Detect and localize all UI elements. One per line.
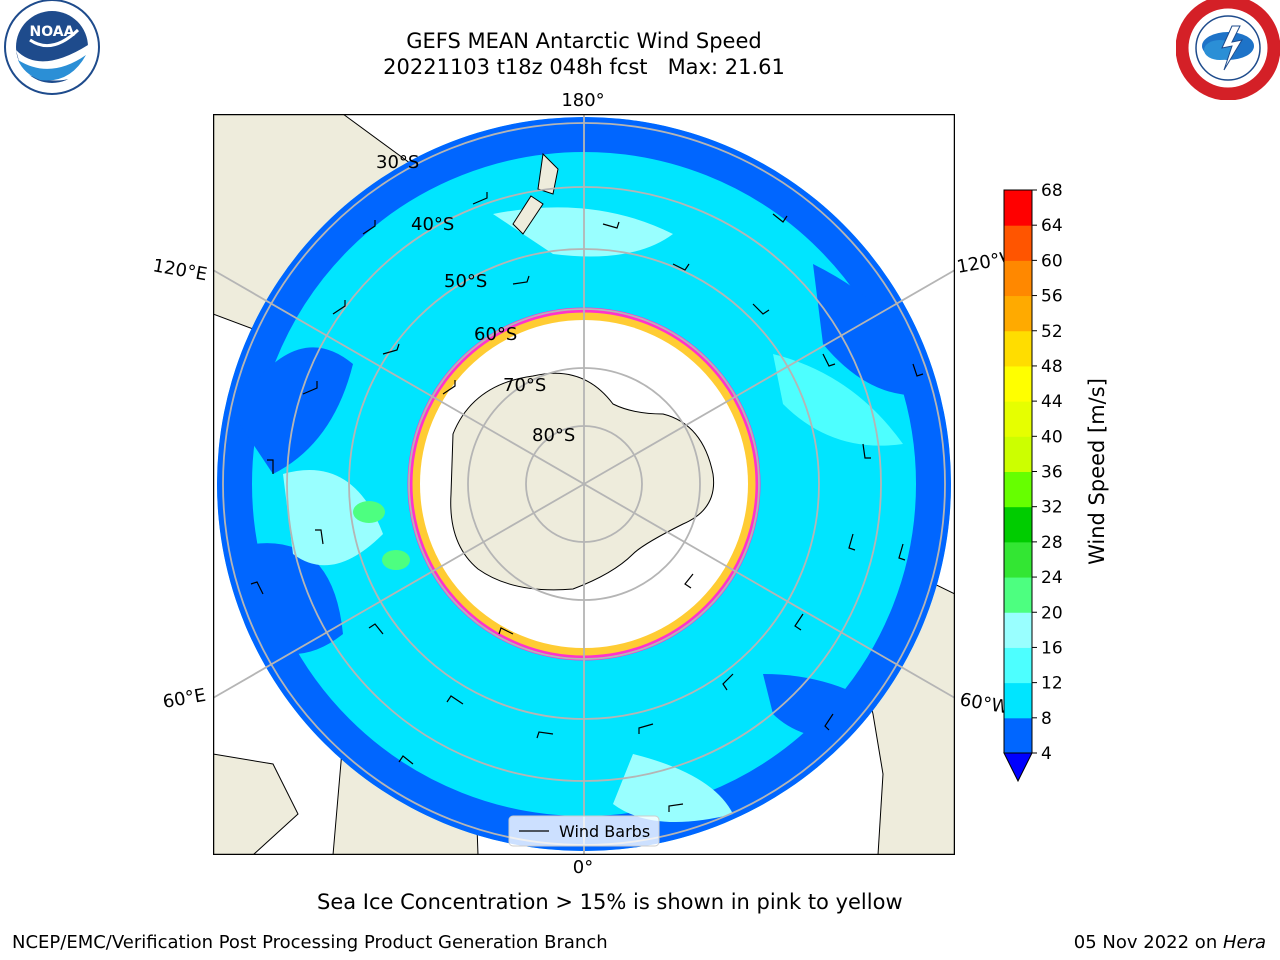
colorbar-label: Wind Speed [m/s]: [1085, 378, 1109, 565]
colorbar-tick-label: 16: [1041, 638, 1063, 658]
colorbar-tick-label: 68: [1041, 181, 1063, 201]
antarctica-land: [450, 372, 715, 591]
colorbar-tick-label: 28: [1041, 533, 1063, 553]
colorbar-bin: [1004, 541, 1032, 578]
lat-label-40s: 40°S: [411, 214, 454, 235]
footer-credit: NCEP/EMC/Verification Post Processing Pr…: [12, 932, 608, 953]
map-subtitle: 20221103 t18z 048h fcst Max: 21.61: [383, 55, 785, 79]
colorbar-bin: [1004, 401, 1032, 437]
lat-label-60s: 60°S: [474, 324, 517, 345]
map-title: GEFS MEAN Antarctic Wind Speed: [406, 29, 762, 53]
legend-label: Wind Barbs: [559, 822, 650, 841]
colorbar-bin: [1004, 260, 1032, 297]
polar-map: Wind Barbs: [212, 113, 956, 856]
lat-label-80s: 80°S: [532, 425, 575, 446]
colorbar-tick-label: 20: [1041, 603, 1063, 623]
colorbar-tick-label: 60: [1041, 251, 1063, 271]
footer-machine: Hera: [1222, 932, 1266, 953]
colorbar-bin: [1004, 225, 1032, 261]
colorbar-bin: [1004, 190, 1032, 226]
colorbar-tick-label: 24: [1041, 568, 1063, 588]
lat-label-50s: 50°S: [444, 271, 487, 292]
colorbar-bin: [1004, 612, 1032, 648]
colorbar-extend-low: [1003, 752, 1033, 783]
sea-ice-caption: Sea Ice Concentration > 15% is shown in …: [317, 890, 903, 914]
colorbar-tick-label: 4: [1041, 744, 1052, 764]
colorbar-tick-label: 48: [1041, 357, 1063, 377]
colorbar-bin: [1004, 577, 1032, 613]
colorbar-tick-label: 64: [1041, 216, 1063, 236]
colorbar-bin: [1004, 506, 1032, 543]
noaa-logo: NOAA: [0, 0, 104, 100]
nws-logo: [1175, 0, 1280, 101]
colorbar-bin: [1004, 365, 1032, 402]
wind-barbs-legend: Wind Barbs: [508, 815, 660, 847]
colorbar-tick-label: 8: [1041, 709, 1052, 729]
new-zealand-land: [512, 152, 559, 235]
lon-label-60e: 60°E: [161, 685, 207, 713]
colorbar-tick-label: 52: [1041, 322, 1063, 342]
footer-date-text: 05 Nov 2022 on: [1073, 932, 1223, 953]
colorbar-tick-label: 36: [1041, 463, 1063, 483]
wind-barbs: [250, 192, 924, 812]
colorbar-tick-label: 12: [1041, 674, 1063, 694]
colorbar-tick-label: 44: [1041, 392, 1063, 412]
colorbar-bin: [1004, 436, 1032, 472]
colorbar-bin: [1004, 647, 1032, 684]
colorbar-tick-label: 32: [1041, 498, 1063, 518]
colorbar-bin: [1004, 471, 1032, 508]
footer-date: 05 Nov 2022 on Hera: [1074, 932, 1266, 953]
lon-label-120e: 120°E: [151, 255, 209, 285]
colorbar-bin: [1004, 717, 1032, 754]
colorbar-bin: [1004, 295, 1032, 332]
lat-label-70s: 70°S: [503, 375, 546, 396]
colorbar-tick-label: 56: [1041, 287, 1063, 307]
lon-label-180: 180°: [561, 90, 604, 111]
africa-land: [213, 753, 299, 855]
lat-label-30s: 30°S: [376, 152, 419, 173]
colorbar: 4 8 12 16 20 24 28 32 36 40 44 48 52 56 60 64 68 Wind Spe…: [990, 180, 1120, 790]
colorbar-tick-label: 40: [1041, 427, 1063, 447]
colorbar-bin: [1004, 682, 1032, 719]
noaa-logo-text: NOAA: [30, 24, 75, 40]
colorbar-bin: [1004, 330, 1032, 367]
lon-label-0: 0°: [573, 857, 593, 878]
